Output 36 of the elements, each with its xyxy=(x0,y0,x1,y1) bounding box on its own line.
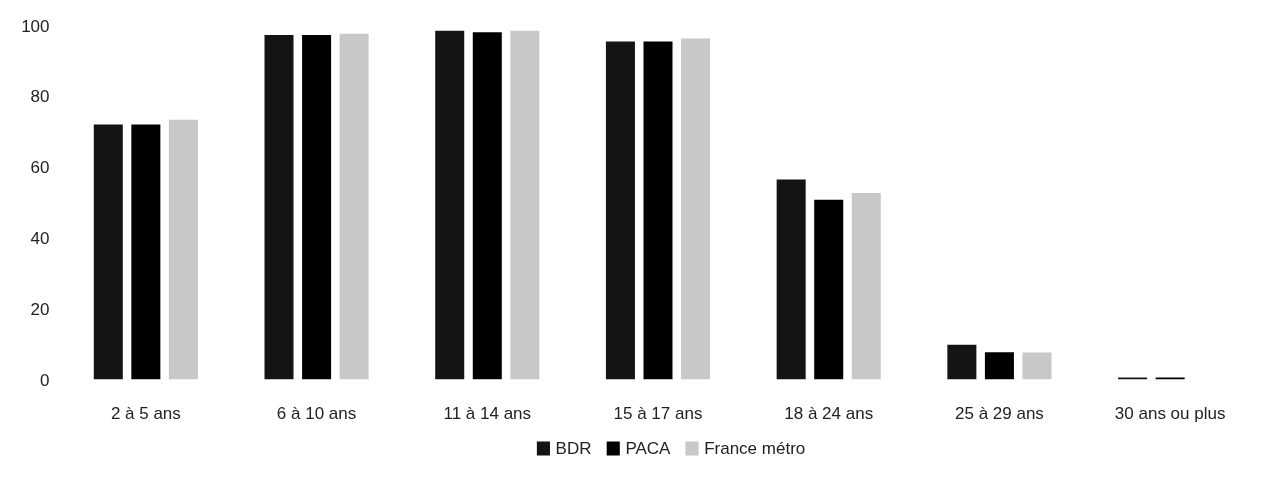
bar xyxy=(435,30,465,380)
bar xyxy=(510,30,540,380)
bar xyxy=(643,41,673,380)
y-tick-label: 80 xyxy=(30,87,50,107)
x-tick-label: 2 à 5 ans xyxy=(110,403,181,423)
bar xyxy=(605,41,635,380)
x-tick-label: 18 à 24 ans xyxy=(784,403,874,423)
x-tick-label: 25 à 29 ans xyxy=(955,403,1044,423)
bar xyxy=(851,192,881,380)
bar xyxy=(776,179,806,380)
y-tick-label: 60 xyxy=(30,158,50,178)
bar xyxy=(984,352,1014,380)
x-tick-label: 6 à 10 ans xyxy=(276,403,357,423)
bar xyxy=(264,35,294,380)
bar xyxy=(131,124,161,380)
x-tick-label: 30 ans ou plus xyxy=(1114,403,1226,423)
bar xyxy=(814,199,844,380)
legend-label: France métro xyxy=(704,439,806,458)
bar xyxy=(339,33,369,380)
bar xyxy=(168,119,198,380)
y-tick-label: 20 xyxy=(30,299,50,319)
x-tick-label: 15 à 17 ans xyxy=(613,403,703,423)
y-tick-label: 40 xyxy=(30,228,50,248)
bar xyxy=(93,124,123,380)
bar xyxy=(1118,377,1148,380)
bar xyxy=(1022,352,1052,380)
y-tick-label: 100 xyxy=(21,16,50,36)
bar xyxy=(1155,377,1185,380)
legend-label: PACA xyxy=(625,439,672,458)
bar xyxy=(681,38,711,380)
y-tick-label: 0 xyxy=(40,370,50,390)
bar xyxy=(302,35,332,380)
legend-label: BDR xyxy=(555,439,592,458)
bar xyxy=(472,32,502,380)
bar xyxy=(947,344,977,380)
x-tick-label: 11 à 14 ans xyxy=(443,403,532,423)
